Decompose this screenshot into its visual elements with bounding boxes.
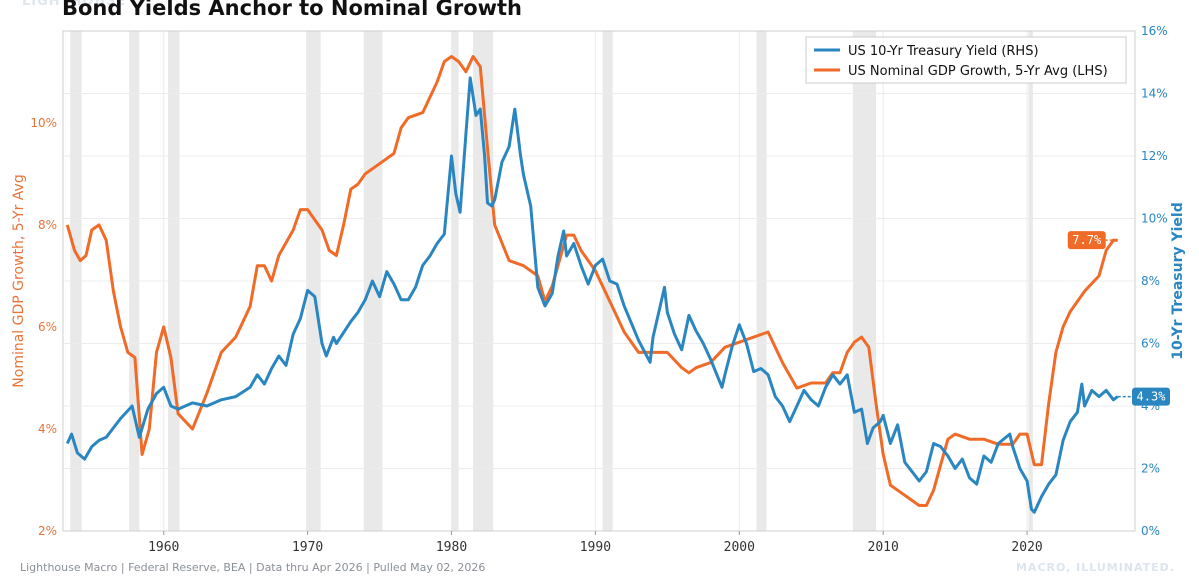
x-tick-label: 1960 [148, 540, 179, 555]
source-footnote: Lighthouse Macro | Federal Reserve, BEA … [20, 561, 486, 574]
legend-box [805, 36, 1127, 84]
x-tick-label: 2000 [724, 540, 755, 555]
series-lines [65, 55, 1119, 514]
legend-entry-yield: US 10-Yr Treasury Yield (RHS) [848, 44, 1039, 59]
y-left-tick-label: 8% [38, 218, 57, 232]
axes: 1960 1970 1980 1990 2000 2010 2020 2% 4% 6% 8% 10% 0… [30, 24, 1167, 555]
y-right-tick-label: 8% [1141, 274, 1160, 288]
end-badge-label-yield: 4.3% [1137, 390, 1167, 404]
y-right-tick-label: 14% [1141, 87, 1168, 101]
end-badge-label-gdp: 7.7% [1072, 233, 1102, 247]
x-tick-label: 1970 [292, 540, 323, 555]
x-tick-label: 1990 [580, 540, 611, 555]
y-right-tick-label: 12% [1141, 149, 1168, 163]
y-right-tick-label: 6% [1141, 337, 1160, 351]
x-tick-label: 1980 [436, 540, 467, 555]
y-right-tick-label: 2% [1141, 462, 1160, 476]
end-badge-gdp [1067, 231, 1106, 250]
y-left-tick-label: 2% [38, 524, 57, 538]
x-tick-label: 2020 [1011, 540, 1042, 555]
plot-frame [62, 30, 1136, 532]
end-value-badges: 4.3% 7.7% [1067, 231, 1170, 406]
y-right-tick-label: 10% [1141, 212, 1168, 226]
y-axis-left-label: Nominal GDP Growth, 5-Yr Avg [11, 174, 27, 387]
legend: US 10-Yr Treasury Yield (RHS) US Nominal… [805, 36, 1127, 84]
end-badge-yield [1132, 387, 1170, 406]
y-right-tick-label: 0% [1141, 524, 1160, 538]
y-left-tick-label: 4% [38, 422, 57, 436]
series-line-gdp [65, 55, 1118, 507]
y-right-tick-label: 16% [1141, 24, 1168, 38]
legend-entry-gdp: US Nominal GDP Growth, 5-Yr Avg (LHS) [848, 64, 1108, 79]
brand-watermark: LIGHTHOUSE [22, 0, 127, 9]
y-left-tick-label: 10% [30, 116, 57, 130]
x-tick-label: 2010 [868, 540, 899, 555]
y-axis-right-label: 10-Yr Treasury Yield [1170, 202, 1186, 359]
tagline-watermark: MACRO, ILLUMINATED. [1015, 561, 1175, 574]
series-line-yield [65, 76, 1119, 514]
y-left-tick-label: 6% [38, 320, 57, 334]
chart-title: Bond Yields Anchor to Nominal Growth [62, 0, 523, 20]
